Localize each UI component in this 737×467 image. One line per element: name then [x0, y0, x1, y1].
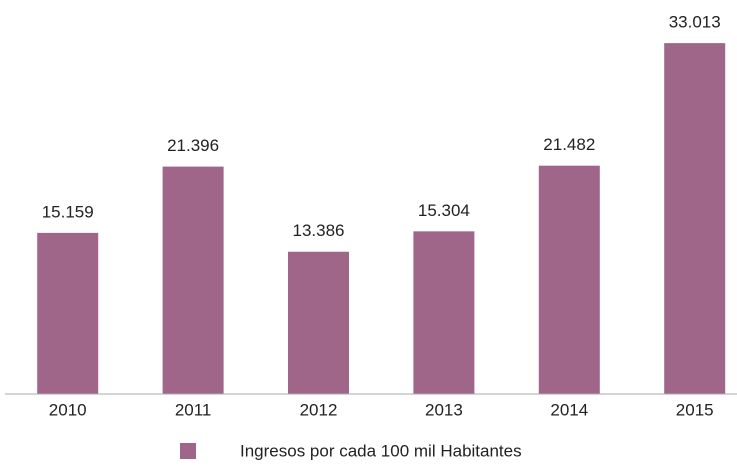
value-label: 33.013	[669, 13, 721, 32]
value-label: 21.396	[167, 136, 219, 155]
x-tick-label: 2010	[49, 400, 87, 419]
bar	[538, 165, 600, 394]
bar	[288, 251, 349, 394]
value-label: 15.159	[42, 202, 94, 221]
x-tick-label: 2014	[550, 400, 588, 419]
x-tick-label: 2015	[676, 400, 714, 419]
value-label: 21.482	[543, 135, 595, 154]
x-tick-label: 2011	[175, 400, 212, 419]
legend-label: Ingresos por cada 100 mil Habitantes	[240, 441, 522, 460]
bar	[664, 43, 726, 395]
x-tick-label: 2012	[300, 400, 338, 419]
value-label: 13.386	[293, 221, 345, 240]
value-label: 15.304	[418, 201, 470, 220]
bar	[162, 166, 224, 394]
bar	[413, 231, 475, 394]
x-tick-label: 2013	[425, 400, 463, 419]
bar	[37, 232, 99, 394]
legend-swatch	[180, 443, 196, 459]
